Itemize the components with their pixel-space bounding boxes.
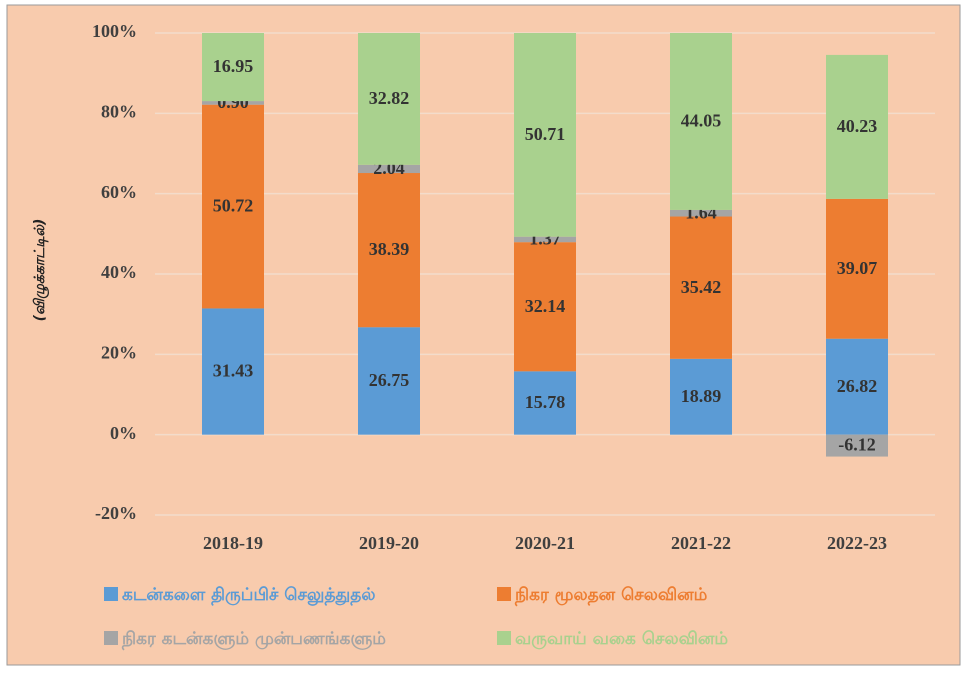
- legend-swatch: [104, 587, 118, 601]
- x-tick-label: 2018-19: [203, 533, 263, 553]
- bar-segment: [826, 198, 888, 339]
- bar-segment: [358, 327, 420, 435]
- legend-swatch: [104, 631, 118, 645]
- y-axis-title: (விழுக்காட்டில்): [32, 219, 49, 322]
- legend-label: கடன்களை திருப்பிச் செலுத்துதல்: [122, 585, 375, 605]
- bar-segment: [514, 371, 576, 435]
- data-label: 44.05: [681, 111, 722, 131]
- y-tick-label: 20%: [101, 342, 137, 362]
- x-tick-label: 2020-21: [515, 533, 575, 553]
- x-tick-label: 2019-20: [359, 533, 419, 553]
- x-tick-label: 2021-22: [671, 533, 731, 553]
- chart-background: [6, 4, 961, 666]
- data-label: 32.14: [525, 296, 566, 316]
- data-label: 31.43: [213, 361, 254, 381]
- y-tick-label: -20%: [95, 503, 137, 523]
- bar-segment: [826, 434, 888, 457]
- bar-segment: [514, 236, 576, 243]
- bar-segment: [670, 216, 732, 359]
- legend-swatch: [497, 631, 511, 645]
- data-label: 26.75: [369, 370, 410, 390]
- bar-segment: [670, 209, 732, 217]
- bar-segment: [358, 173, 420, 328]
- bar-segment: [670, 33, 732, 210]
- data-label: 16.95: [213, 56, 254, 76]
- y-tick-label: 80%: [101, 101, 137, 121]
- bar-segment: [202, 101, 264, 105]
- data-label: 38.39: [369, 239, 410, 259]
- bar-segment: [202, 104, 264, 309]
- data-label: 40.23: [837, 116, 878, 136]
- data-label: 32.82: [369, 88, 410, 108]
- bar-segment: [514, 242, 576, 372]
- bar-segment: [358, 33, 420, 165]
- data-label: 39.07: [837, 258, 878, 278]
- bar-segment: [670, 358, 732, 435]
- y-tick-label: 0%: [110, 423, 137, 443]
- y-tick-label: 100%: [92, 21, 137, 41]
- y-tick-label: 40%: [101, 262, 137, 282]
- bar-segment: [202, 308, 264, 435]
- bar-segment: [826, 338, 888, 435]
- data-label: 26.82: [837, 376, 878, 396]
- y-tick-label: 60%: [101, 182, 137, 202]
- bar-segment: [514, 33, 576, 237]
- bar-segment: [826, 54, 888, 199]
- legend-swatch: [497, 587, 511, 601]
- legend-label: நிகர மூலதன செலவினம்: [514, 585, 708, 607]
- legend-label: வருவாய் வகை செலவினம்: [515, 629, 728, 649]
- bar-segment: [202, 33, 264, 102]
- bar-segment: [358, 164, 420, 174]
- data-label: 50.72: [213, 196, 254, 216]
- data-label: 50.71: [525, 124, 566, 144]
- data-label: 15.78: [525, 392, 566, 412]
- data-label: 35.42: [681, 277, 722, 297]
- legend-label: நிகர கடன்களும் முன்பணங்களும்: [121, 629, 386, 651]
- x-tick-label: 2022-23: [827, 533, 887, 553]
- data-label: 18.89: [681, 386, 722, 406]
- data-label: -6.12: [838, 435, 876, 455]
